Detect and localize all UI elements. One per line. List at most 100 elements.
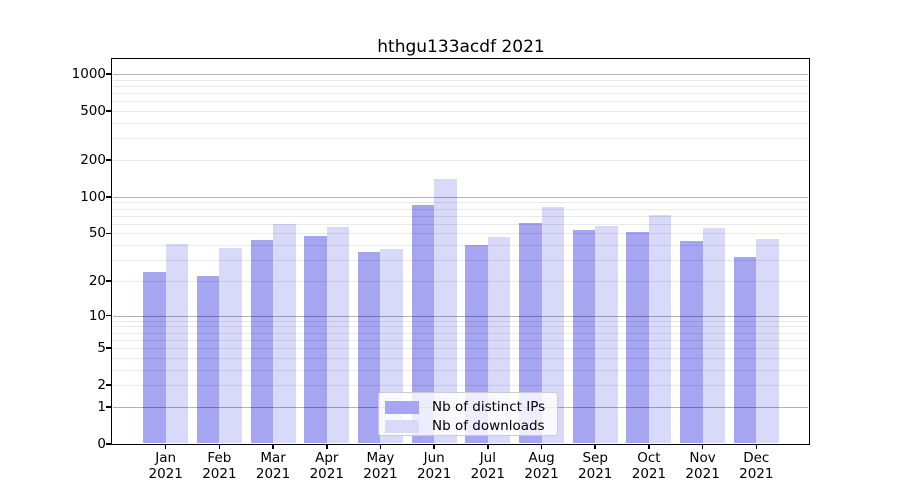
x-axis-tick-label: May 2021 bbox=[363, 450, 398, 482]
bar-downloads-jul bbox=[487, 236, 511, 444]
gridline-minor bbox=[113, 101, 808, 103]
x-axis-tick-label: Nov 2021 bbox=[685, 450, 720, 482]
x-axis-tick bbox=[755, 444, 758, 449]
y-axis-tick bbox=[106, 406, 111, 408]
x-axis-tick bbox=[594, 444, 596, 449]
chart-title: hthgu133acdf 2021 bbox=[377, 37, 545, 57]
y-axis-tick bbox=[106, 347, 111, 349]
x-axis-tick bbox=[218, 444, 221, 449]
gridline-minor bbox=[113, 93, 808, 95]
y-axis-tick bbox=[106, 73, 111, 75]
gridline-minor bbox=[113, 233, 808, 235]
gridline-minor bbox=[113, 385, 808, 387]
legend-label: Nb of downloads bbox=[432, 418, 545, 434]
gridline-minor bbox=[113, 215, 808, 217]
gridline-minor bbox=[113, 79, 808, 81]
gridline-minor bbox=[113, 260, 808, 262]
y-axis-tick bbox=[106, 443, 111, 445]
bar-distinct-ips-mar bbox=[250, 240, 274, 444]
y-axis-tick-label: 100 bbox=[80, 188, 106, 205]
y-axis-tick-label: 500 bbox=[80, 103, 106, 120]
y-axis-tick-label: 10 bbox=[88, 307, 106, 324]
gridline-major bbox=[113, 196, 808, 199]
x-axis-tick-label: Jan 2021 bbox=[148, 450, 183, 482]
gridline-minor bbox=[113, 223, 808, 225]
gridline-minor bbox=[113, 245, 808, 247]
gridline-minor bbox=[113, 369, 808, 371]
bar-distinct-ips-may bbox=[357, 252, 381, 444]
y-axis-tick-label: 5 bbox=[97, 340, 106, 357]
gridline-minor bbox=[113, 280, 808, 282]
bar-downloads-mar bbox=[273, 223, 296, 444]
gridline-minor bbox=[113, 332, 808, 334]
y-axis-tick-label: 1000 bbox=[71, 66, 106, 83]
x-axis-tick-label: Jun 2021 bbox=[416, 450, 452, 482]
bar-downloads-dec bbox=[756, 238, 779, 444]
bar-downloads-nov bbox=[702, 227, 726, 444]
gridline-minor bbox=[113, 111, 808, 113]
gridline-minor bbox=[113, 123, 808, 125]
x-axis-tick bbox=[326, 444, 328, 449]
y-axis-tick bbox=[106, 110, 111, 112]
bar-distinct-ips-apr bbox=[304, 235, 327, 444]
bar-distinct-ips-jan bbox=[143, 271, 166, 444]
bar-downloads-aug bbox=[541, 207, 565, 444]
x-axis-tick bbox=[701, 444, 704, 449]
bar-downloads-feb bbox=[219, 247, 242, 444]
legend-row: Nb of downloads bbox=[385, 417, 557, 435]
bar-distinct-ips-jun bbox=[411, 205, 435, 444]
legend: Nb of distinct IPs Nb of downloads bbox=[378, 392, 558, 436]
x-axis-tick bbox=[272, 444, 274, 449]
gridline-major bbox=[113, 315, 808, 317]
bar-distinct-ips-feb bbox=[196, 276, 220, 444]
y-axis-tick-label: 1 bbox=[97, 398, 106, 415]
gridline-minor bbox=[113, 208, 808, 210]
legend-label: Nb of distinct IPs bbox=[432, 399, 546, 415]
x-axis-tick-label: Dec 2021 bbox=[739, 450, 774, 482]
x-axis-tick-label: Jul 2021 bbox=[470, 450, 506, 482]
x-axis-tick bbox=[540, 444, 543, 449]
x-axis-tick bbox=[433, 444, 435, 449]
gridline-minor bbox=[113, 348, 808, 350]
bar-downloads-jan bbox=[165, 243, 189, 444]
bar-distinct-ips-sep bbox=[572, 230, 596, 444]
legend-swatch bbox=[385, 400, 419, 414]
gridline-minor bbox=[113, 326, 808, 328]
bar-downloads-jun bbox=[434, 179, 457, 444]
x-axis-tick bbox=[379, 444, 382, 449]
x-axis-tick-label: Aug 2021 bbox=[524, 450, 559, 482]
y-axis-tick bbox=[106, 280, 111, 282]
x-axis-tick bbox=[487, 444, 489, 449]
x-axis-tick-label: Sep 2021 bbox=[578, 450, 613, 482]
bar-downloads-sep bbox=[595, 225, 618, 444]
gridline-major bbox=[113, 74, 808, 76]
x-axis-tick-label: Mar 2021 bbox=[255, 450, 291, 482]
bar-distinct-ips-dec bbox=[733, 256, 757, 444]
gridline-minor bbox=[113, 160, 808, 162]
legend-row: Nb of distinct IPs bbox=[385, 398, 557, 416]
y-axis-tick bbox=[106, 384, 111, 386]
y-axis-tick bbox=[106, 232, 111, 235]
y-axis-tick bbox=[106, 196, 111, 198]
gridline-minor bbox=[113, 85, 808, 87]
x-axis-tick-label: Apr 2021 bbox=[309, 450, 344, 482]
bar-distinct-ips-aug bbox=[519, 222, 542, 444]
gridline-minor bbox=[113, 138, 808, 140]
y-axis-tick-label: 20 bbox=[88, 272, 106, 289]
x-axis-tick bbox=[648, 444, 650, 449]
bar-distinct-ips-oct bbox=[626, 232, 649, 444]
gridline-minor bbox=[113, 202, 808, 204]
y-axis-tick bbox=[106, 159, 111, 161]
bar-downloads-apr bbox=[326, 226, 350, 444]
x-axis-tick-label: Feb 2021 bbox=[202, 450, 237, 482]
gridline-minor bbox=[113, 357, 808, 359]
x-axis-tick-label: Oct 2021 bbox=[631, 450, 667, 482]
y-axis-tick-label: 200 bbox=[80, 152, 106, 169]
bar-distinct-ips-nov bbox=[680, 241, 703, 444]
gridline-minor bbox=[113, 320, 808, 322]
bar-downloads-oct bbox=[648, 214, 672, 444]
y-axis-tick-label: 50 bbox=[88, 225, 106, 242]
x-axis-tick bbox=[164, 444, 167, 449]
y-axis-tick-label: 0 bbox=[97, 436, 106, 452]
